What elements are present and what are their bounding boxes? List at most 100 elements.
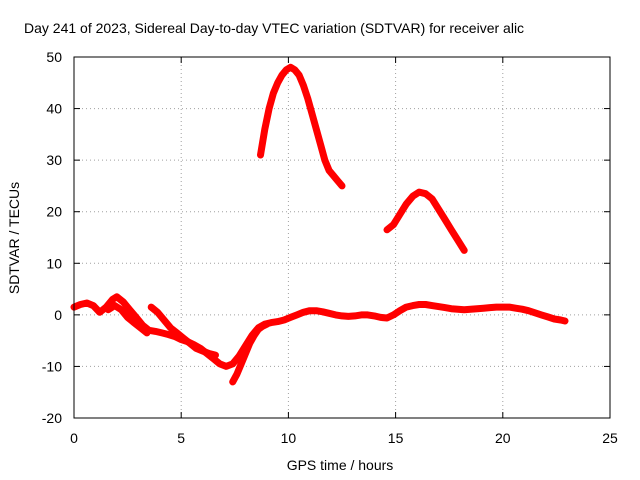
- data-point: [455, 306, 461, 312]
- data-point: [288, 64, 293, 70]
- data-point: [335, 178, 341, 184]
- data-point: [313, 308, 319, 314]
- data-point: [397, 308, 403, 314]
- data-point: [127, 307, 133, 313]
- x-tick-label: 10: [281, 430, 297, 446]
- x-axis-label: GPS time / hours: [287, 457, 394, 473]
- data-point: [461, 247, 467, 253]
- data-point: [442, 216, 448, 222]
- data-point: [384, 315, 390, 321]
- y-tick-label: 40: [46, 101, 62, 117]
- data-point: [281, 317, 287, 323]
- y-tick-label: 30: [46, 152, 62, 168]
- data-point: [493, 304, 499, 310]
- data-point: [326, 310, 332, 316]
- data-point: [294, 312, 300, 318]
- data-point: [120, 299, 126, 305]
- data-point: [275, 80, 281, 86]
- data-point: [305, 95, 311, 101]
- data-point: [474, 306, 480, 312]
- y-tick-label: 0: [54, 307, 62, 323]
- data-point: [487, 305, 493, 311]
- data-point: [423, 302, 429, 307]
- x-tick-label: 20: [495, 430, 511, 446]
- data-point: [448, 227, 454, 233]
- y-tick-label: 10: [46, 255, 62, 271]
- y-axis-label: SDTVAR / TECUs: [6, 182, 22, 294]
- data-point: [270, 90, 276, 96]
- data-point: [519, 306, 525, 312]
- data-point: [410, 193, 416, 199]
- data-point: [436, 304, 441, 310]
- data-point: [247, 340, 253, 346]
- data-point: [423, 191, 429, 197]
- data-point: [526, 308, 531, 314]
- data-point: [384, 227, 390, 233]
- data-point: [365, 312, 371, 318]
- x-tick-label: 0: [70, 430, 78, 446]
- x-tick-label: 5: [177, 430, 185, 446]
- data-point: [105, 307, 111, 313]
- data-point: [461, 307, 467, 313]
- data-point: [320, 309, 326, 315]
- series-branch-b: [147, 303, 219, 359]
- data-point: [159, 330, 165, 336]
- data-point: [153, 328, 158, 334]
- data-point: [307, 308, 313, 314]
- tick-labels: 0 5 10 15 20 25 -20 -10 0 10 20 30 40 50: [42, 49, 618, 446]
- x-tick-label: 25: [602, 430, 618, 446]
- data-point: [223, 363, 229, 369]
- data-point: [206, 351, 212, 356]
- data-point: [234, 371, 240, 377]
- data-point: [506, 304, 512, 310]
- data-point: [138, 325, 143, 331]
- y-tick-label: 50: [46, 49, 62, 65]
- data-point: [318, 142, 324, 148]
- data-point: [283, 67, 289, 73]
- data-point: [322, 157, 328, 163]
- data-point: [264, 321, 270, 327]
- data-point: [455, 237, 461, 243]
- data-point: [358, 312, 364, 318]
- data-point: [378, 314, 384, 320]
- data-point: [155, 309, 161, 315]
- data-point: [326, 168, 332, 173]
- data-point: [84, 300, 90, 306]
- data-point: [513, 305, 519, 311]
- data-point: [131, 320, 137, 326]
- data-point: [258, 152, 263, 158]
- data-point: [279, 72, 285, 78]
- data-point: [330, 173, 336, 179]
- data-point: [217, 361, 223, 367]
- data-point: [292, 67, 298, 73]
- data-point: [144, 330, 150, 336]
- data-point: [275, 319, 281, 325]
- data-point: [500, 304, 506, 310]
- y-tick-label: -20: [42, 410, 62, 426]
- data-point: [180, 335, 186, 341]
- data-point: [300, 82, 306, 88]
- data-point: [243, 351, 248, 356]
- data-point: [260, 323, 266, 329]
- data-point: [193, 345, 199, 351]
- data-point: [77, 302, 83, 307]
- data-point: [110, 296, 116, 302]
- data-point: [448, 306, 454, 312]
- data-point: [125, 314, 131, 320]
- data-point: [532, 310, 538, 316]
- data-point: [262, 126, 268, 132]
- data-point: [200, 348, 206, 354]
- data-point: [397, 211, 403, 217]
- data-point: [442, 305, 448, 311]
- data-point: [410, 303, 416, 309]
- data-point: [174, 330, 180, 336]
- data-point: [538, 312, 544, 318]
- data-point: [266, 106, 272, 112]
- data-point: [481, 305, 486, 311]
- data-point: [416, 189, 422, 195]
- data-point: [391, 312, 396, 318]
- data-point: [238, 361, 244, 367]
- data-point: [97, 309, 103, 315]
